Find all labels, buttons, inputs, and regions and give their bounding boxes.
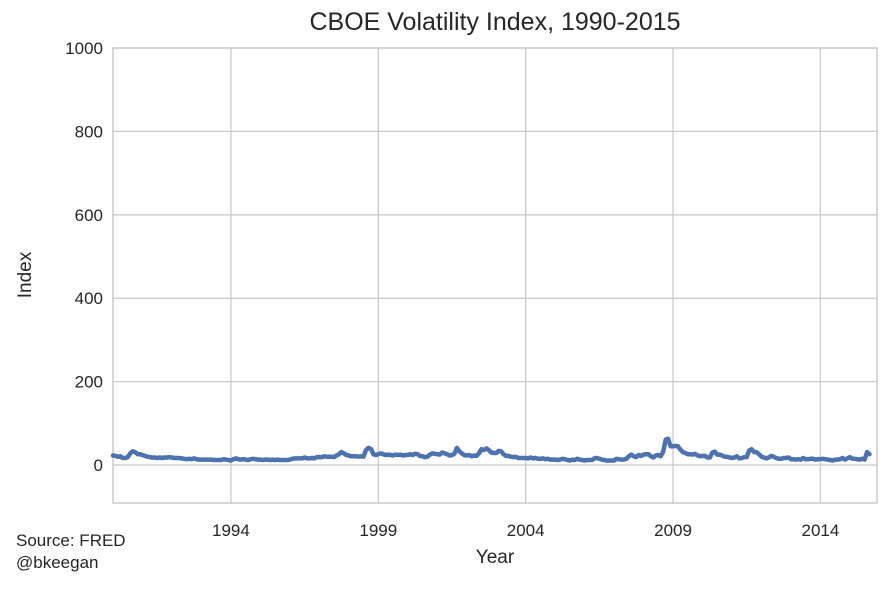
x-axis-label: Year (475, 547, 515, 568)
source-attribution: Source: FRED @bkeegan (16, 530, 126, 574)
x-tick-label: 2009 (654, 521, 692, 540)
y-tick-label: 0 (94, 456, 103, 475)
vix-line (110, 436, 872, 463)
y-tick-label: 800 (75, 122, 103, 141)
y-tick-label: 400 (75, 289, 103, 308)
y-tick-label: 600 (75, 206, 103, 225)
axes-border (112, 47, 878, 504)
y-tick-label: 1000 (65, 39, 103, 58)
source-text: Source: FRED (16, 531, 126, 550)
x-tick-label: 2014 (801, 521, 839, 540)
x-tick-label: 1994 (212, 521, 250, 540)
x-tick-label: 2004 (507, 521, 545, 540)
x-tick-label: 1999 (359, 521, 397, 540)
chart-title: CBOE Volatility Index, 1990-2015 (309, 8, 681, 36)
author-handle: @bkeegan (16, 553, 99, 572)
y-tick-label: 200 (75, 373, 103, 392)
